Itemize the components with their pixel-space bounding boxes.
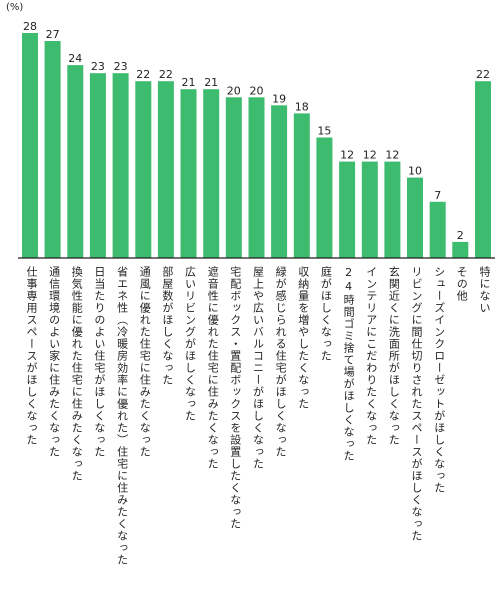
bar — [407, 177, 423, 258]
category-label: 緑が感じられる住宅がほしくなった — [274, 266, 288, 458]
category-label: 日当たりのよい住宅がほしくなった — [92, 266, 106, 458]
value-label: 15 — [317, 125, 331, 138]
value-label: 24 — [68, 52, 82, 65]
unit-label: (%) — [6, 2, 24, 13]
value-label: 19 — [272, 92, 286, 105]
bar — [248, 97, 265, 258]
value-label: 12 — [385, 149, 399, 162]
category-label: 通風に優れた住宅に住みたくなった — [138, 266, 152, 458]
value-label: 22 — [136, 68, 150, 81]
category-label: 24時間ゴミ捨て場がほしくなった — [342, 266, 356, 462]
value-label: 7 — [434, 189, 441, 202]
category-label: 遮音性に優れた住宅に住みたくなった — [206, 266, 220, 470]
bar — [452, 241, 469, 258]
value-label: 21 — [182, 76, 196, 89]
bar — [22, 33, 38, 258]
value-label: 20 — [250, 84, 264, 97]
category-label: 部屋数がほしくなった — [160, 266, 174, 386]
category-label: 庭がほしくなった — [319, 266, 333, 362]
value-label: 23 — [114, 60, 128, 73]
category-label: 収納量を増やしたくなった — [296, 266, 310, 410]
value-label: 10 — [408, 165, 422, 178]
bars-group — [22, 33, 491, 259]
bar — [361, 161, 378, 258]
bar — [271, 105, 288, 258]
bar — [429, 201, 446, 259]
value-label: 2 — [457, 229, 464, 242]
category-label: その他 — [455, 266, 469, 302]
bar — [293, 113, 310, 259]
bar — [89, 73, 106, 258]
value-label: 12 — [363, 149, 377, 162]
bar — [384, 161, 401, 258]
bar — [180, 89, 197, 258]
value-label: 21 — [204, 76, 218, 89]
category-label: シューズインクローゼットがほしくなった — [432, 266, 446, 494]
bar — [135, 81, 152, 258]
bar — [225, 97, 242, 258]
bar — [157, 81, 174, 258]
category-label: 宅配ボックス・置配ボックスを設置したくなった — [228, 266, 242, 530]
value-label: 22 — [476, 68, 490, 81]
category-label: 広いリビングがほしくなった — [183, 266, 197, 422]
value-label: 12 — [340, 149, 354, 162]
category-label: 仕事専用スペースがほしくなった — [25, 266, 38, 446]
bar — [112, 73, 129, 258]
value-label: 28 — [23, 20, 37, 33]
category-label: 屋上や広いバルコニーがほしくなった — [251, 266, 265, 470]
bar — [339, 161, 356, 258]
category-label: 省エネ性（冷暖房効率に優れた）住宅に住みたくなった — [115, 266, 129, 566]
category-label: リビングに間仕切りされたスペースがほしくなった — [410, 266, 423, 542]
value-label: 18 — [295, 100, 309, 113]
bar — [475, 81, 491, 258]
bar — [67, 65, 84, 258]
value-label: 22 — [159, 68, 173, 81]
category-label: 玄関近くに洗面所がほしくなった — [387, 266, 401, 446]
category-label: 特にない — [478, 266, 491, 314]
value-label: 23 — [91, 60, 105, 73]
bar — [203, 89, 220, 258]
category-label: 換気性能に優れた住宅に住みたくなった — [70, 266, 84, 482]
category-label: 通信環境のよい家に住みたくなった — [47, 266, 61, 458]
value-label: 20 — [227, 84, 241, 97]
bar — [44, 41, 61, 258]
bar — [316, 137, 333, 258]
value-label: 27 — [46, 28, 60, 41]
category-label: インテリアにこだわりたくなった — [364, 266, 378, 446]
